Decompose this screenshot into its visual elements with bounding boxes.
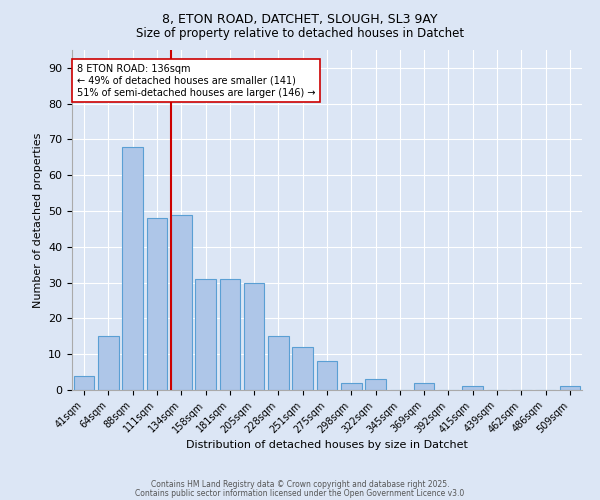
Y-axis label: Number of detached properties: Number of detached properties	[32, 132, 43, 308]
Bar	[195, 279, 216, 390]
Bar	[414, 383, 434, 390]
Bar	[220, 279, 240, 390]
Bar	[463, 386, 483, 390]
Bar	[560, 386, 580, 390]
Bar	[74, 376, 94, 390]
Bar	[171, 214, 191, 390]
Text: 8, ETON ROAD, DATCHET, SLOUGH, SL3 9AY: 8, ETON ROAD, DATCHET, SLOUGH, SL3 9AY	[162, 12, 438, 26]
Text: 8 ETON ROAD: 136sqm
← 49% of detached houses are smaller (141)
51% of semi-detac: 8 ETON ROAD: 136sqm ← 49% of detached ho…	[77, 64, 316, 98]
Bar	[268, 336, 289, 390]
Text: Contains public sector information licensed under the Open Government Licence v3: Contains public sector information licen…	[136, 488, 464, 498]
Bar	[122, 146, 143, 390]
Bar	[244, 282, 265, 390]
Bar	[292, 347, 313, 390]
Text: Size of property relative to detached houses in Datchet: Size of property relative to detached ho…	[136, 28, 464, 40]
Bar	[317, 362, 337, 390]
Bar	[98, 336, 119, 390]
Bar	[146, 218, 167, 390]
Text: Contains HM Land Registry data © Crown copyright and database right 2025.: Contains HM Land Registry data © Crown c…	[151, 480, 449, 489]
X-axis label: Distribution of detached houses by size in Datchet: Distribution of detached houses by size …	[186, 440, 468, 450]
Bar	[341, 383, 362, 390]
Bar	[365, 380, 386, 390]
